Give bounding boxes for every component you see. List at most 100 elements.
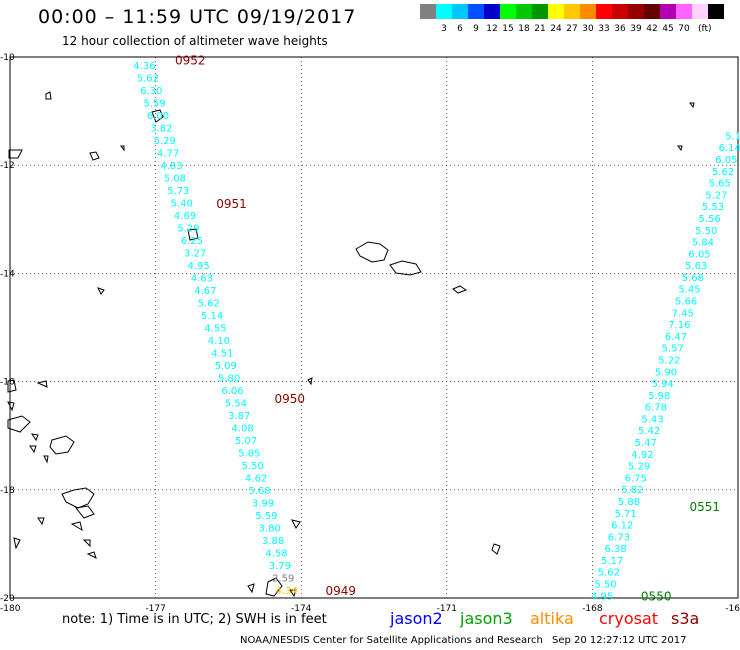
wave-height-label: 5.62 [137, 74, 159, 85]
legend-swatch [676, 4, 692, 19]
wave-height-label: 5.71 [614, 509, 636, 520]
island-outline [49, 435, 75, 455]
island-outline [37, 517, 45, 526]
wave-height-label: 4.51 [211, 348, 233, 359]
legend-unit: (ft) [698, 24, 712, 34]
island-outline [689, 102, 695, 109]
legend-swatch [564, 4, 580, 19]
legend-swatch [708, 4, 724, 19]
legend-swatch [692, 4, 708, 19]
pass-time-label: 0951 [216, 197, 247, 211]
wave-height-label: 5.43 [641, 414, 663, 425]
units-note: note: 1) Time is in UTC; 2) SWH is in fe… [62, 612, 327, 627]
wave-height-label: 6.05 [688, 249, 710, 260]
legend-label: 39 [630, 24, 642, 34]
wave-height-label: 5.66 [675, 297, 697, 308]
island-outline [247, 583, 255, 594]
wave-height-label: 6.38 [604, 544, 626, 555]
island-outline [89, 151, 100, 161]
x-tick-label: -16 [725, 604, 740, 614]
wave-height-label: 4.92 [631, 450, 653, 461]
wave-height-label: 5.56 [698, 214, 720, 225]
legend-label: 70 [678, 24, 690, 34]
wave-height-label: 5.73 [167, 186, 189, 197]
wave-height-label: 5.65 [709, 179, 731, 190]
island-outline [82, 539, 91, 548]
wave-height-label: 5.14 [201, 311, 223, 322]
satellite-name-jason2: jason2 [390, 609, 443, 628]
wave-height-label: 6.05 [715, 155, 737, 166]
wave-height-label: 4.08 [231, 423, 253, 434]
wave-height-label: 5.50 [242, 461, 264, 472]
legend-swatch [644, 4, 660, 19]
wave-height-label: 6.30 [140, 86, 162, 97]
wave-height-label: 5.29 [177, 224, 199, 235]
island-outline [187, 228, 199, 241]
wave-height-label: 4.83 [160, 161, 182, 172]
wave-height-label: 5.80 [218, 373, 240, 384]
legend-label: 15 [502, 24, 514, 34]
legend-swatch [612, 4, 628, 19]
y-tick-label: -20 [0, 594, 15, 604]
legend-label: 42 [646, 24, 658, 34]
legend-swatch [532, 4, 548, 19]
wave-height-label: 5.59 [255, 511, 277, 522]
wave-height-label: 5.27 [705, 190, 727, 201]
wave-height-label: 5.1 [725, 131, 740, 142]
wave-height-label: 5.45 [678, 285, 700, 296]
wave-height-label: 5.22 [658, 355, 680, 366]
pass-time-label: 0949 [325, 584, 356, 598]
island-outline [61, 487, 95, 509]
wave-height-label: 4.36 [133, 61, 155, 72]
wave-height-label: 5.63 [685, 261, 707, 272]
legend-swatch [468, 4, 484, 19]
satellite-name-s3a: s3a [671, 609, 700, 628]
island-outline [13, 537, 21, 550]
legend-swatch [596, 4, 612, 19]
legend-label: 33 [598, 24, 610, 34]
wave-height-label: 5.62 [598, 568, 620, 579]
wave-height-label: 6.75 [625, 473, 647, 484]
island-outline [307, 377, 313, 386]
wave-height-label: 3.87 [228, 411, 250, 422]
wave-height-label: 7.16 [668, 320, 690, 331]
wave-height-label: 4.34 [276, 586, 298, 597]
legend-swatch [500, 4, 516, 19]
wave-height-label: 5.57 [662, 344, 684, 355]
island-outline [86, 551, 97, 559]
y-tick-label: -16 [0, 378, 15, 388]
wave-height-label: 7.45 [672, 308, 694, 319]
wave-height-label: 5.50 [594, 580, 616, 591]
legend-label: 30 [582, 24, 594, 34]
island-outline [452, 285, 468, 294]
legend-label: 12 [486, 24, 498, 34]
wave-height-label: 5.98 [648, 391, 670, 402]
legend-swatch [580, 4, 596, 19]
wave-height-label: 6.14 [719, 143, 740, 154]
x-tick-label: -174 [291, 604, 312, 614]
island-outline [265, 577, 283, 597]
wave-height-label: 3.82 [150, 124, 172, 135]
x-tick-label: -180 [0, 604, 21, 614]
wave-height-label: 5.29 [154, 136, 176, 147]
map-grid [9, 56, 739, 599]
wave-height-label: 5.53 [702, 202, 724, 213]
wave-height-label: 4.62 [245, 473, 267, 484]
wave-height-label: 5.50 [695, 226, 717, 237]
wave-height-label: 3.88 [262, 536, 284, 547]
wave-height-label: 6.47 [665, 332, 687, 343]
island-outline [7, 379, 17, 393]
legend-swatch [420, 4, 436, 19]
wave-height-label: 5.59 [143, 99, 165, 110]
island-outline [30, 433, 39, 442]
wave-height-label: 5.40 [171, 199, 193, 210]
island-outline [70, 521, 83, 532]
wave-height-label: 5.82 [621, 485, 643, 496]
wave-height-label: 5.90 [655, 367, 677, 378]
legend-swatch [436, 4, 452, 19]
x-tick-label: -168 [582, 604, 603, 614]
wave-height-label: 5.17 [601, 556, 623, 567]
legend-label: 24 [550, 24, 562, 34]
wave-height-label: 6.25 [181, 236, 203, 247]
pass-time-label: 0950 [275, 392, 306, 406]
